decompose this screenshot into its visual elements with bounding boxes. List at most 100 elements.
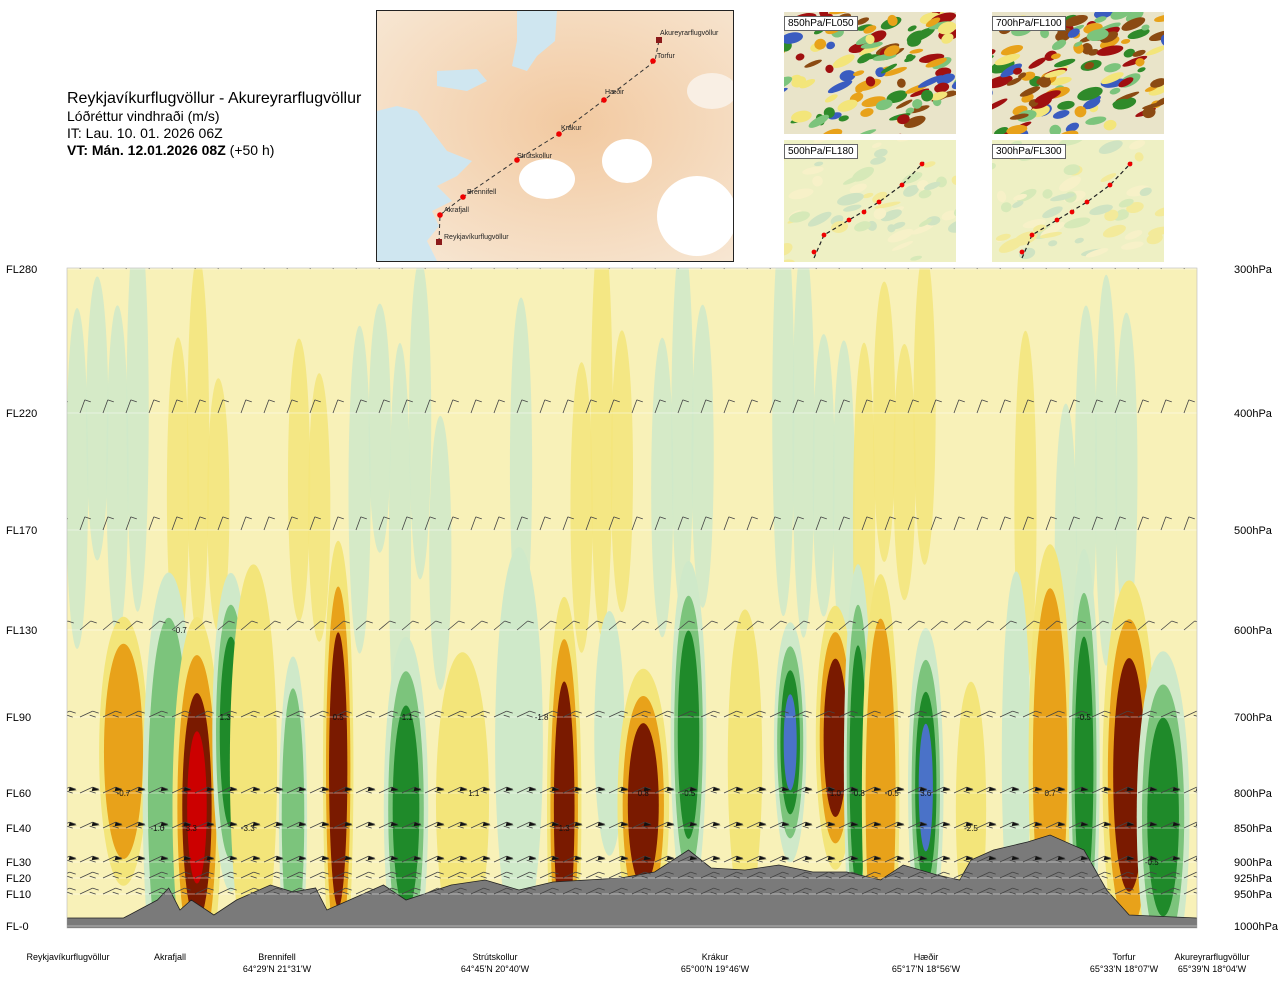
thumb-field [1100,72,1124,85]
wind-barb [700,516,712,531]
thumb-field [874,201,901,209]
wind-barb [67,710,76,718]
field-cell [893,343,916,601]
field-contour [495,547,543,928]
wind-barb [746,710,766,718]
wind-barb [700,821,721,829]
thumb-field [1110,12,1132,20]
value-label: 3.6 [920,789,932,798]
map-label-reykjavik: Reykjavíkurflugvöllur [444,234,509,241]
wind-barb [263,399,275,414]
wind-barb [1022,821,1043,829]
wind-barb [378,821,399,829]
left-axis-tick-label: FL30 [6,857,31,869]
wind-barb [677,268,679,270]
wind-barb [102,821,123,829]
wind-barb [930,516,942,531]
wind-barb [470,871,490,879]
thumb-field [831,221,849,233]
thumb-field [1063,14,1088,27]
wind-barb [1114,786,1135,794]
wind-barb [424,710,444,718]
wind-barb [401,516,413,531]
wind-barb [171,786,192,794]
field-contour [865,618,896,928]
thumbnail-300hpa[interactable]: 300hPa/FL300 [992,140,1164,262]
thumbnail-850hpa[interactable]: 850hPa/FL050 [784,12,956,134]
thumb-field [921,89,934,102]
initial-time: IT: Lau. 10. 01. 2026 06Z [67,125,223,141]
wind-barb [1160,710,1180,718]
left-axis-tick-label: FL220 [6,408,37,420]
thumb-field [1077,86,1103,101]
thumb-field [1019,86,1041,97]
wind-barb [1137,710,1157,718]
value-label: -0.5 [1077,713,1091,722]
thumbnail-700hpa[interactable]: 700hPa/FL100 [992,12,1164,134]
wind-barb [493,268,495,270]
wind-barb [102,871,122,879]
field-cell [772,268,795,617]
wind-barb [263,855,284,863]
wind-barb [953,786,974,794]
wind-barb [125,855,146,863]
wind-barb [999,399,1011,414]
thumb-field [1039,78,1052,88]
thumb-field [1123,48,1135,58]
wind-barb [1022,855,1043,863]
field-contour [392,705,420,912]
thumb-field [1088,48,1099,56]
thumb-field [1160,34,1164,47]
thumbnail-500hpa[interactable]: 500hPa/FL180 [784,140,956,262]
x-location-label: Torfur 65°33'N 18°07'W [1064,951,1184,975]
thumb-field [951,78,956,90]
thumb-marker [1069,209,1075,215]
wind-barb [378,620,396,631]
route-map: Reykjavíkurflugvöllur Akrafjall Brennife… [376,10,734,262]
thumb-field [924,181,941,191]
wind-barb [171,887,191,895]
x-location-label: Hæðir 65°17'N 18°56'W [866,951,986,975]
wind-barb [67,620,74,624]
wind-barb [125,516,137,531]
wind-barb [769,268,771,270]
thumb-field [804,59,822,68]
wind-barb [838,268,840,270]
map-marker-brennifell [460,194,466,200]
wind-barb [332,855,353,863]
wind-barb [1114,855,1135,863]
wind-barb [976,399,988,414]
wind-barb [493,871,513,879]
wind-barb [1045,268,1047,270]
wind-barb [240,268,242,270]
thumbnail-850hpa-map [784,12,956,134]
wind-barb [263,887,283,895]
wind-barb [447,786,468,794]
wind-barb [1068,821,1089,829]
wind-barb [746,620,764,631]
wind-barb [654,871,674,879]
wind-barb [815,268,817,270]
thumb-field [842,174,865,185]
wind-barb [746,821,767,829]
wind-barb [79,855,100,863]
wind-barb [953,855,974,863]
wind-barb [907,620,925,631]
thumb-field [813,140,828,143]
wind-barb [355,786,376,794]
thumb-marker [1084,199,1090,205]
wind-barb [999,268,1001,270]
wind-barb [792,399,804,414]
right-axis-tick-label: 600hPa [1234,625,1273,637]
thumb-field [1120,241,1144,250]
thumb-field [941,33,954,44]
wind-barb [217,399,229,414]
thumb-field [895,99,913,109]
wind-barb [700,786,721,794]
wind-barb [286,620,304,631]
wind-barb [861,399,873,414]
map-marker-strutskollur [514,157,520,163]
thumb-field [880,63,898,74]
wind-barb [999,516,1011,531]
wind-barb [516,855,537,863]
